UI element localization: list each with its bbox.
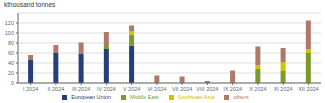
html-text:kthousand tonnes: kthousand tonnes (4, 1, 56, 8)
html-text:Middle East: Middle East (130, 94, 159, 100)
svg-text:VIII 2024: VIII 2024 (196, 86, 218, 92)
html-text:Southeast Asia: Southeast Asia (177, 94, 215, 100)
svg-text:XII 2024: XII 2024 (298, 86, 317, 92)
svg-text:IX 2024: IX 2024 (223, 86, 242, 92)
svg-text:20: 20 (8, 70, 14, 76)
svg-text:I 2024: I 2024 (23, 86, 38, 92)
svg-text:120: 120 (8, 20, 14, 26)
svg-text:60: 60 (8, 50, 14, 56)
svg-text:0: 0 (11, 80, 14, 86)
svg-text:X 2024: X 2024 (249, 86, 266, 92)
svg-text:II 2024: II 2024 (47, 86, 64, 92)
svg-text:IV 2024: IV 2024 (97, 86, 116, 92)
svg-text:VII 2024: VII 2024 (172, 86, 193, 92)
svg-text:XI 2024: XI 2024 (274, 86, 293, 92)
html-text:others: others (233, 94, 249, 100)
svg-text:VI 2024: VI 2024 (147, 86, 166, 92)
svg-text:80: 80 (8, 40, 14, 46)
svg-text:V 2024: V 2024 (123, 86, 140, 92)
svg-text:40: 40 (8, 60, 14, 66)
html-text:European Union: European Union (71, 94, 111, 100)
svg-text:III 2024: III 2024 (72, 86, 90, 92)
svg-text:100: 100 (8, 30, 14, 36)
